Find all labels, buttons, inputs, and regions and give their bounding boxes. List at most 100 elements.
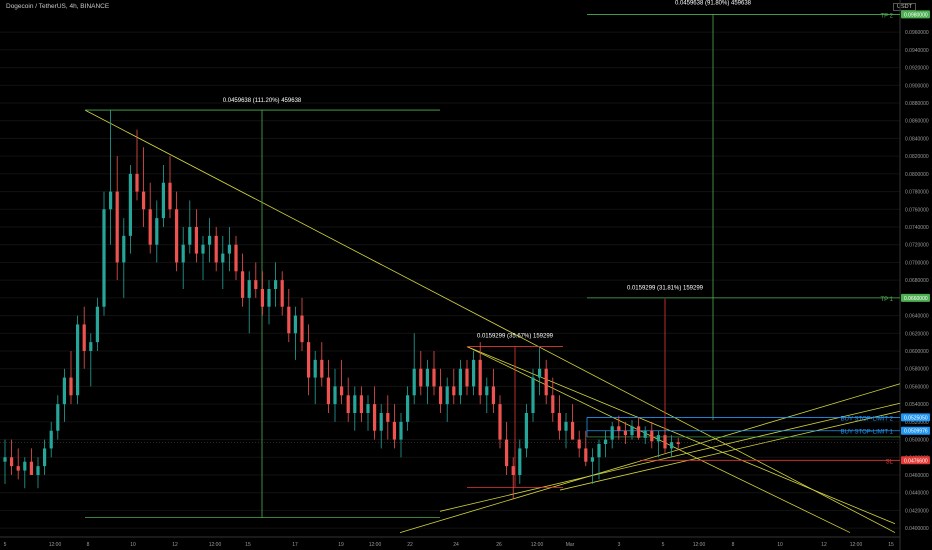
candle-body bbox=[557, 413, 561, 431]
x-tick-label: 12:00 bbox=[369, 542, 382, 548]
candle-body bbox=[208, 235, 212, 245]
candle-body bbox=[604, 439, 608, 444]
candle-body bbox=[168, 182, 172, 210]
candle-body bbox=[538, 368, 542, 378]
level-label: TP 1 bbox=[880, 297, 893, 303]
candle-body bbox=[300, 315, 304, 343]
x-tick-label: 8 bbox=[732, 542, 735, 548]
candle-body bbox=[188, 227, 192, 245]
candle-body bbox=[227, 244, 231, 254]
candle-body bbox=[320, 359, 324, 378]
candle-body bbox=[10, 457, 14, 467]
candle-body bbox=[637, 426, 641, 438]
candle-body bbox=[234, 244, 238, 272]
candle-body bbox=[478, 359, 482, 396]
x-tick-label: 22 bbox=[407, 542, 413, 548]
x-tick-label: 12:00 bbox=[49, 542, 62, 548]
y-tick-label: 0.0960000 bbox=[905, 30, 929, 36]
y-tick-label: 0.0880000 bbox=[905, 101, 929, 107]
candle-body bbox=[571, 421, 575, 440]
candle-body bbox=[326, 377, 330, 405]
candle-body bbox=[498, 404, 502, 440]
trendline-down-2 bbox=[466, 346, 896, 525]
y-tick-label: 0.0860000 bbox=[905, 119, 929, 125]
y-tick-label: 0.0560000 bbox=[905, 384, 929, 390]
price-tag: 0.0476600 bbox=[904, 458, 928, 464]
candle-body bbox=[610, 426, 614, 440]
candle-body bbox=[161, 182, 165, 219]
candle-body bbox=[425, 368, 429, 387]
candle-body bbox=[267, 289, 271, 307]
candle-body bbox=[551, 395, 555, 413]
x-tick-label: 12:00 bbox=[693, 542, 706, 548]
candle-body bbox=[3, 457, 7, 462]
y-tick-label: 0.0400000 bbox=[905, 526, 929, 532]
price-tag: 0.0525050 bbox=[904, 415, 928, 421]
price-tag-bg bbox=[901, 10, 930, 19]
candle-body bbox=[313, 359, 317, 378]
candle-body bbox=[564, 421, 568, 431]
candle-body bbox=[109, 191, 113, 210]
candle-body bbox=[36, 466, 40, 475]
candle-body bbox=[353, 395, 357, 413]
candle-body bbox=[531, 377, 535, 413]
y-tick-label: 0.0700000 bbox=[905, 260, 929, 266]
y-tick-label: 0.0460000 bbox=[905, 473, 929, 479]
y-tick-label: 0.0940000 bbox=[905, 48, 929, 54]
x-tick-label: 15 bbox=[245, 542, 251, 548]
y-tick-label: 0.0580000 bbox=[905, 367, 929, 373]
candle-body bbox=[76, 324, 80, 396]
candle-body bbox=[399, 421, 403, 440]
candle-body bbox=[412, 368, 416, 396]
level-label: BUY STOP-LIMIT 1 bbox=[841, 430, 894, 436]
price-tag: 0.0509976 bbox=[904, 429, 928, 435]
x-tick-label: 8 bbox=[87, 542, 90, 548]
y-tick-label: 0.0600000 bbox=[905, 349, 929, 355]
candle-body bbox=[584, 448, 588, 462]
y-tick-label: 0.0800000 bbox=[905, 172, 929, 178]
price-tag: 0.0660000 bbox=[904, 296, 928, 302]
measure-label: 0.0159299 (35.67%) 159299 bbox=[477, 334, 554, 340]
candle-body bbox=[650, 430, 654, 442]
candle-body bbox=[201, 244, 205, 254]
candle-body bbox=[102, 209, 106, 307]
candle-body bbox=[346, 395, 350, 413]
y-tick-label: 0.0540000 bbox=[905, 402, 929, 408]
trendline-down bbox=[84, 109, 896, 533]
candle-body bbox=[663, 435, 667, 449]
y-tick-label: 0.0840000 bbox=[905, 136, 929, 142]
candle-body bbox=[115, 191, 119, 263]
candle-body bbox=[241, 271, 245, 298]
candle-body bbox=[577, 439, 581, 449]
x-tick-label: 3 bbox=[618, 542, 621, 548]
y-tick-label: 0.0520000 bbox=[905, 420, 929, 426]
candle-body bbox=[95, 306, 99, 343]
candle-body bbox=[89, 342, 93, 351]
candle-body bbox=[142, 191, 146, 210]
candle-body bbox=[69, 377, 73, 396]
candle-body bbox=[175, 209, 179, 263]
candle-body bbox=[333, 386, 337, 405]
candle-body bbox=[392, 421, 396, 440]
candle-body bbox=[29, 461, 33, 475]
candle-body bbox=[406, 395, 410, 422]
y-tick-label: 0.0500000 bbox=[905, 438, 929, 444]
candle-body bbox=[366, 404, 370, 413]
candle-body bbox=[597, 444, 601, 458]
y-tick-label: 0.0720000 bbox=[905, 243, 929, 249]
candle-body bbox=[49, 430, 53, 449]
candle-body bbox=[623, 430, 627, 436]
candle-body bbox=[221, 253, 225, 263]
candle-body bbox=[254, 280, 258, 289]
trendline-up bbox=[399, 383, 901, 533]
trendline-up-2 bbox=[439, 402, 901, 512]
x-tick-label: 26 bbox=[496, 542, 502, 548]
candle-body bbox=[518, 448, 522, 475]
trendline-up-3 bbox=[559, 410, 901, 491]
candle-body bbox=[524, 413, 528, 449]
candle-body bbox=[472, 359, 476, 387]
x-tick-label: 12:00 bbox=[209, 542, 222, 548]
y-tick-label: 0.0900000 bbox=[905, 83, 929, 89]
candle-body bbox=[82, 324, 86, 351]
